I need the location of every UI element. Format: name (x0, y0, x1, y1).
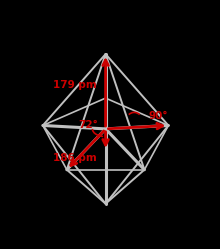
Text: 179 pm: 179 pm (53, 80, 97, 90)
Text: 90°: 90° (149, 111, 168, 121)
Text: 72°: 72° (78, 120, 98, 129)
Text: 186 pm: 186 pm (53, 152, 97, 163)
